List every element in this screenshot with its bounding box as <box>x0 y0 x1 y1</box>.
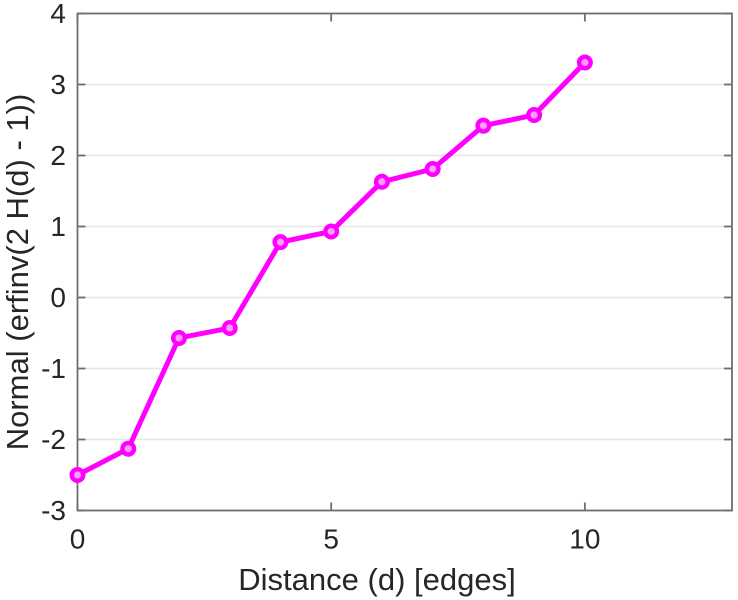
y-tick-label-0: 0 <box>50 282 66 313</box>
y-tick-label-2: 2 <box>50 140 66 171</box>
data-point-marker-0 <box>69 467 86 484</box>
y-tick-label-1: 1 <box>50 211 66 242</box>
tick-label-layer: 0 5 10 -3 -2 -1 0 1 2 3 4 <box>41 0 600 555</box>
data-point-marker-7 <box>424 160 441 177</box>
plot-border <box>76 12 733 512</box>
data-point-marker-4 <box>272 234 289 251</box>
data-point-marker-9 <box>526 107 543 124</box>
tick-layer <box>76 12 732 512</box>
data-point-marker-5 <box>323 223 340 240</box>
grid-layer <box>77 83 732 441</box>
y-tick-label-3: 3 <box>50 69 66 100</box>
y-tick-label--1: -1 <box>41 353 66 384</box>
data-point-marker-3 <box>221 320 238 337</box>
series-line <box>75 59 588 478</box>
y-tick-label--2: -2 <box>41 424 66 455</box>
y-tick-label--3: -3 <box>41 495 66 526</box>
data-point-marker-2 <box>170 329 187 346</box>
x-axis-label: Distance (d) [edges] <box>238 562 515 597</box>
data-point-marker-1 <box>120 440 137 457</box>
y-tick-label-4: 4 <box>50 0 66 29</box>
series-layer <box>69 54 593 484</box>
y-axis-label: Normal (erfinv(2 H(d) - 1)) <box>0 94 35 451</box>
x-tick-label-0: 0 <box>70 524 86 555</box>
x-tick-label-10: 10 <box>569 524 600 555</box>
x-tick-label-5: 5 <box>323 524 339 555</box>
data-point-marker-10 <box>576 54 593 71</box>
data-point-marker-8 <box>475 117 492 134</box>
data-point-marker-6 <box>373 173 390 190</box>
